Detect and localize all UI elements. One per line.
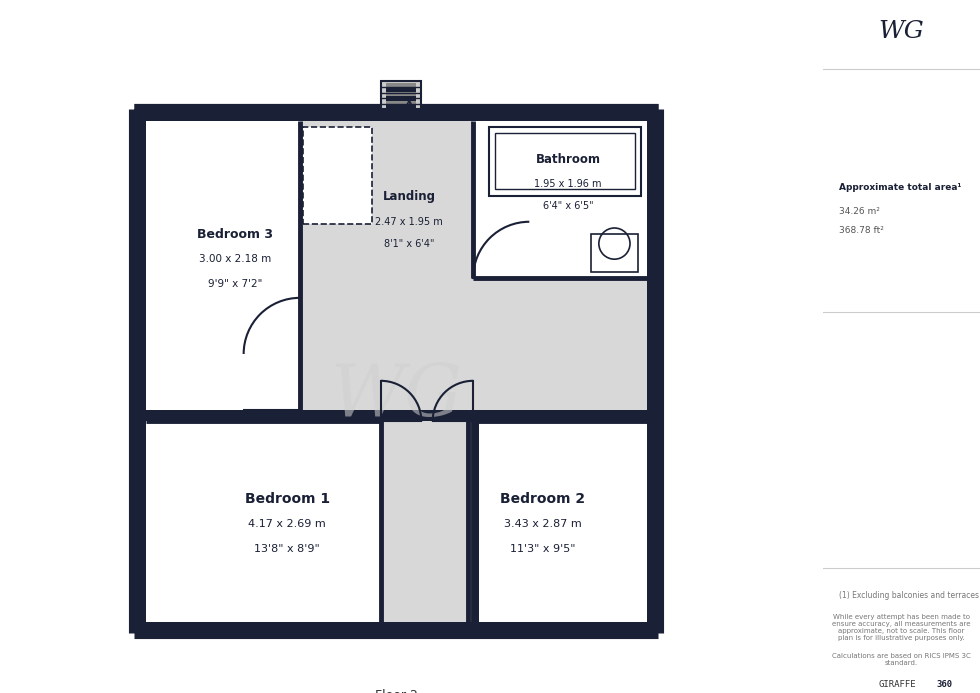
Polygon shape [649,127,656,134]
Text: WG: WG [330,361,463,432]
Text: (1) Excluding balconies and terraces: (1) Excluding balconies and terraces [839,592,979,600]
Text: Bedroom 2: Bedroom 2 [501,492,586,507]
Bar [381,85,421,109]
Bar [303,127,371,224]
Text: 4.17 x 2.69 m: 4.17 x 2.69 m [248,519,326,529]
Bar [146,121,300,410]
Text: 368.78 ft²: 368.78 ft² [839,226,884,234]
Polygon shape [152,624,160,631]
Text: While every attempt has been made to
ensure accuracy, all measurements are
appro: While every attempt has been made to ens… [832,614,971,640]
Bar [381,421,473,622]
Bar [134,109,659,633]
Text: WG: WG [879,19,924,43]
Text: 8'1" x 6'4": 8'1" x 6'4" [384,238,434,249]
Text: 9'9" x 7'2": 9'9" x 7'2" [208,279,263,289]
Polygon shape [137,608,144,616]
Text: 1.95 x 1.96 m: 1.95 x 1.96 m [534,179,602,189]
Text: 6'4" x 6'5": 6'4" x 6'5" [543,201,593,211]
Bar [386,96,416,100]
Bar [386,100,416,105]
Text: 13'8" x 8'9": 13'8" x 8'9" [255,544,320,554]
Polygon shape [486,624,493,631]
Text: Landing: Landing [382,191,435,203]
Bar [479,421,647,622]
Text: 360: 360 [936,681,953,689]
Text: Approximate total area¹: Approximate total area¹ [839,183,961,191]
Bar [489,127,641,195]
Bar [386,105,416,109]
Text: 3.43 x 2.87 m: 3.43 x 2.87 m [504,519,582,529]
Polygon shape [633,624,641,631]
Bar [495,133,635,189]
Polygon shape [649,407,656,415]
Text: GIRAFFE: GIRAFFE [878,681,915,689]
Polygon shape [455,624,462,631]
Bar [386,83,416,87]
Polygon shape [137,127,144,134]
Bar [473,121,647,278]
Bar [300,121,473,410]
Bar [381,82,421,109]
Bar [473,278,647,410]
Text: Bathroom: Bathroom [535,153,601,166]
Bar [386,87,416,92]
Text: Calculations are based on RICS IPMS 3C
standard.: Calculations are based on RICS IPMS 3C s… [832,653,971,666]
Bar [146,421,468,622]
Polygon shape [649,608,656,616]
Text: 34.26 m²: 34.26 m² [839,207,880,216]
Bar [386,92,416,96]
Text: Bedroom 3: Bedroom 3 [197,228,273,240]
Text: Floor 2: Floor 2 [375,690,417,693]
Text: Bedroom 1: Bedroom 1 [245,492,330,507]
Text: 2.47 x 1.95 m: 2.47 x 1.95 m [375,217,443,227]
Text: 3.00 x 2.18 m: 3.00 x 2.18 m [199,254,271,264]
Bar [591,234,638,272]
Text: 11'3" x 9'5": 11'3" x 9'5" [511,544,576,554]
